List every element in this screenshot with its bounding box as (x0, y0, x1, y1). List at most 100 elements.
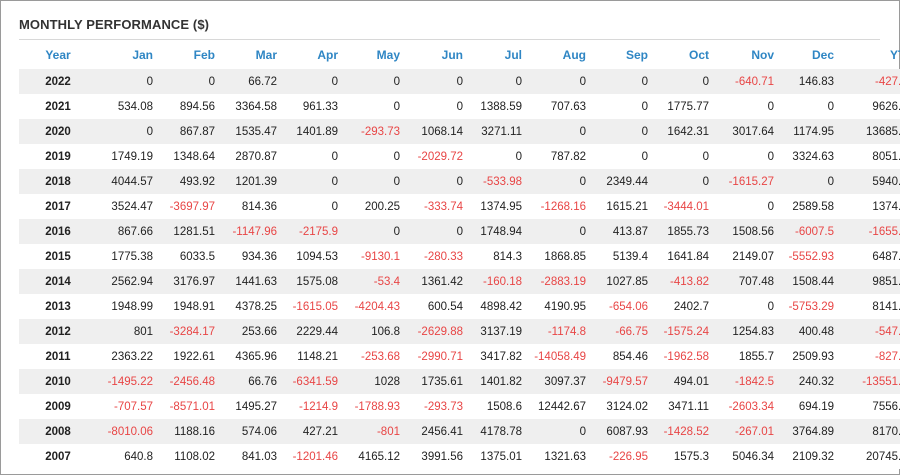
value-cell: 3017.64 (715, 119, 780, 144)
column-header-mar[interactable]: Mar (255, 48, 277, 62)
value-cell: -1788.93 (344, 394, 406, 419)
value-cell: 0 (654, 144, 715, 169)
year-cell: 2012 (19, 319, 97, 344)
column-header-feb[interactable]: Feb (193, 48, 215, 62)
value-cell: 1535.47 (221, 119, 283, 144)
value-cell: 1441.63 (221, 269, 283, 294)
value-cell: -1615.05 (283, 294, 344, 319)
value-cell: 1508.56 (715, 219, 780, 244)
value-cell: 0 (654, 69, 715, 94)
value-cell: 0 (715, 144, 780, 169)
value-cell: 2589.58 (780, 194, 840, 219)
value-cell: 0 (592, 119, 654, 144)
column-header-jan[interactable]: Jan (132, 48, 153, 62)
value-cell: -1655.09 (840, 219, 900, 244)
value-cell: -2456.48 (159, 369, 221, 394)
table-row: 2019 1749.19 1348.64 2870.87 0 0 -2029.72 0 787.… (19, 144, 900, 169)
value-cell: -5753.29 (780, 294, 840, 319)
value-cell: 0 (283, 169, 344, 194)
value-cell: 2562.94 (97, 269, 159, 294)
value-cell: 1174.95 (780, 119, 840, 144)
value-cell: 707.63 (528, 94, 592, 119)
value-cell: -2175.9 (283, 219, 344, 244)
value-cell: 0 (780, 169, 840, 194)
value-cell: 1374.94 (840, 194, 900, 219)
value-cell: -293.73 (344, 119, 406, 144)
value-cell: 7556.38 (840, 394, 900, 419)
value-cell: -5552.93 (780, 244, 840, 269)
year-cell: 2020 (19, 119, 97, 144)
value-cell: 1388.59 (469, 94, 528, 119)
column-header-oct[interactable]: Oct (688, 48, 709, 62)
value-cell: 4190.95 (528, 294, 592, 319)
value-cell: 0 (528, 119, 592, 144)
value-cell: 814.3 (469, 244, 528, 269)
column-header-ytd[interactable]: YTD (890, 48, 900, 62)
table-row: 2018 4044.57 493.92 1201.39 0 0 0 -533.98 0 2349.… (19, 169, 900, 194)
value-cell: 240.32 (780, 369, 840, 394)
value-cell: 5046.34 (715, 444, 780, 469)
value-cell: 574.06 (221, 419, 283, 444)
value-cell: 4378.25 (221, 294, 283, 319)
value-cell: -1174.8 (528, 319, 592, 344)
column-header-jul[interactable]: Jul (504, 48, 522, 62)
value-cell: 1148.21 (283, 344, 344, 369)
value-cell: 0 (159, 69, 221, 94)
value-cell: -1495.22 (97, 369, 159, 394)
value-cell: 0 (528, 169, 592, 194)
year-cell: 2017 (19, 194, 97, 219)
year-cell: 2015 (19, 244, 97, 269)
value-cell: 787.82 (528, 144, 592, 169)
value-cell: -9479.57 (592, 369, 654, 394)
value-cell: -827.55 (840, 344, 900, 369)
value-cell: 20745.72 (840, 444, 900, 469)
column-header-jun[interactable]: Jun (441, 48, 463, 62)
value-cell: -1268.16 (528, 194, 592, 219)
value-cell: 1094.53 (283, 244, 344, 269)
value-cell: 0 (654, 169, 715, 194)
value-cell: 146.83 (780, 69, 840, 94)
value-cell: 1775.38 (97, 244, 159, 269)
column-header-year[interactable]: Year (45, 48, 71, 62)
value-cell: -413.82 (654, 269, 715, 294)
value-cell: 8051.43 (840, 144, 900, 169)
value-cell: -333.74 (406, 194, 469, 219)
column-header-apr[interactable]: Apr (317, 48, 338, 62)
column-header-nov[interactable]: Nov (751, 48, 774, 62)
value-cell: -6007.5 (780, 219, 840, 244)
value-cell: 0 (592, 144, 654, 169)
value-cell: -160.18 (469, 269, 528, 294)
value-cell: 0 (283, 144, 344, 169)
column-header-aug[interactable]: Aug (562, 48, 586, 62)
value-cell: 6487.87 (840, 244, 900, 269)
year-cell: 2018 (19, 169, 97, 194)
value-cell: 1775.77 (654, 94, 715, 119)
year-cell: 2009 (19, 394, 97, 419)
value-cell: -654.06 (592, 294, 654, 319)
value-cell: 3176.97 (159, 269, 221, 294)
value-cell: 0 (283, 194, 344, 219)
column-header-may[interactable]: May (376, 48, 400, 62)
value-cell: 2229.44 (283, 319, 344, 344)
value-cell: 3364.58 (221, 94, 283, 119)
value-cell: -2603.34 (715, 394, 780, 419)
column-header-dec[interactable]: Dec (811, 48, 834, 62)
year-cell: 2022 (19, 69, 97, 94)
value-cell: 3324.63 (780, 144, 840, 169)
value-cell: -1147.96 (221, 219, 283, 244)
value-cell: 1948.99 (97, 294, 159, 319)
year-cell: 2019 (19, 144, 97, 169)
value-cell: 1201.39 (221, 169, 283, 194)
column-header-sep[interactable]: Sep (625, 48, 648, 62)
value-cell: -8571.01 (159, 394, 221, 419)
value-cell: 1735.61 (406, 369, 469, 394)
value-cell: 5139.4 (592, 244, 654, 269)
year-cell: 2008 (19, 419, 97, 444)
value-cell: 0 (715, 94, 780, 119)
value-cell: 3097.37 (528, 369, 592, 394)
value-cell: 1508.6 (469, 394, 528, 419)
value-cell: 0 (344, 144, 406, 169)
value-cell: 1575.3 (654, 444, 715, 469)
value-cell: -226.95 (592, 444, 654, 469)
